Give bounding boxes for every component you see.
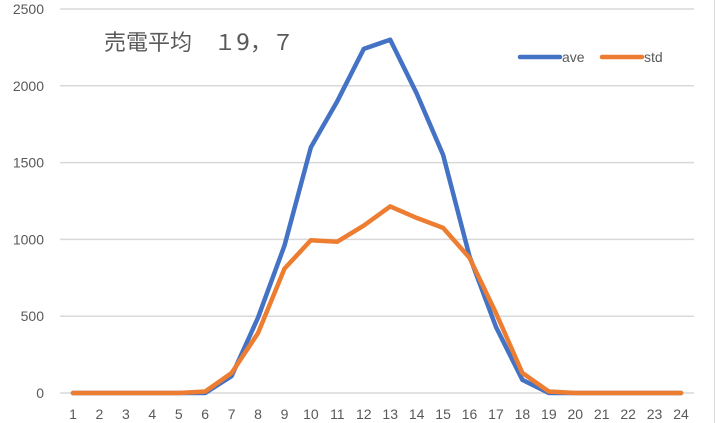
x-tick-label: 4: [148, 406, 156, 422]
x-tick-label: 6: [201, 406, 209, 422]
x-tick-label: 22: [620, 406, 636, 422]
y-tick-label: 0: [36, 385, 44, 401]
legend-label-ave: ave: [562, 49, 585, 65]
chart-border: [714, 0, 715, 423]
x-tick-label: 11: [330, 406, 345, 422]
x-tick-label: 18: [515, 406, 531, 422]
chart-title: 売電平均 １9，７: [104, 31, 294, 56]
gridlines: [60, 8, 694, 394]
legend-label-std: std: [644, 49, 663, 65]
x-tick-label: 14: [409, 406, 425, 422]
x-tick-label: 16: [462, 406, 478, 422]
y-tick-label: 1000: [13, 231, 44, 247]
x-tick-label: 7: [228, 406, 236, 422]
x-tick-label: 19: [541, 406, 557, 422]
y-tick-label: 2500: [13, 1, 44, 17]
legend: ave std: [517, 49, 663, 65]
y-tick-label: 1500: [13, 155, 44, 171]
y-tick-label: 2000: [13, 78, 44, 94]
x-tick-label: 21: [594, 406, 610, 422]
x-tick-label: 5: [175, 406, 183, 422]
x-tick-label: 2: [96, 406, 104, 422]
x-tick-label: 15: [435, 406, 451, 422]
x-tick-label: 8: [254, 406, 262, 422]
y-axis-ticks: 0 500 1000 1500 2000 2500: [13, 1, 44, 401]
x-tick-label: 1: [69, 406, 77, 422]
series-line-std: [70, 204, 684, 396]
x-tick-label: 17: [488, 406, 504, 422]
x-tick-label: 9: [281, 406, 289, 422]
y-tick-label: 500: [21, 308, 45, 324]
x-tick-label: 23: [647, 406, 663, 422]
x-tick-label: 13: [382, 406, 398, 422]
x-axis-ticks: 1 2 3 4 5 6 7 8 9 10 11 12 13 14 15 16 17 18 19 20 21 22 23 24: [69, 406, 689, 422]
series-lines: [70, 37, 684, 396]
x-tick-label: 3: [122, 406, 130, 422]
x-tick-label: 12: [356, 406, 372, 422]
x-tick-label: 20: [567, 406, 583, 422]
x-tick-label: 24: [673, 406, 689, 422]
x-tick-label: 10: [303, 406, 319, 422]
